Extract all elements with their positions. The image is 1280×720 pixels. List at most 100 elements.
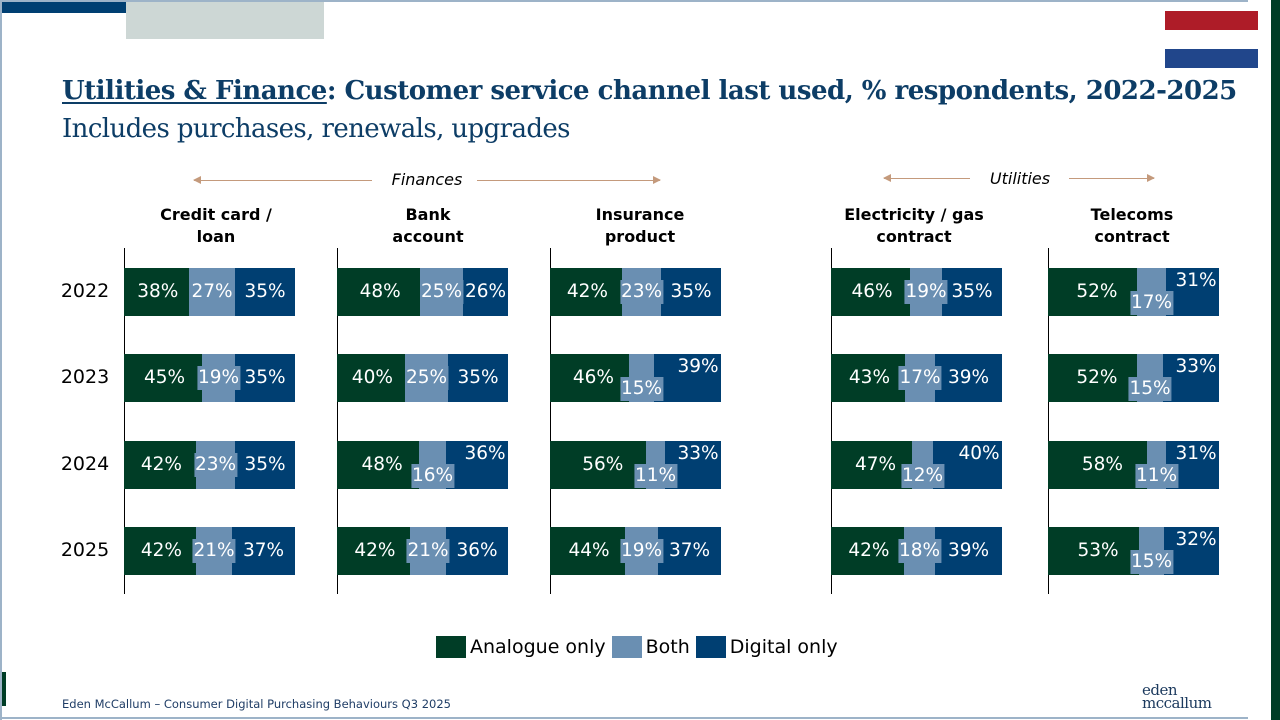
- data-label-digital: 39%: [947, 367, 990, 388]
- data-label-both: 19%: [619, 539, 664, 563]
- data-label-both: 15%: [619, 377, 664, 401]
- legend-item-analogue: Analogue only: [436, 636, 606, 658]
- logo-line2: mccallum: [1142, 694, 1212, 712]
- panel-header-insurance: Insurance product: [550, 204, 730, 248]
- bar-segment-digital: [942, 268, 1002, 316]
- year-label: 2024: [60, 453, 110, 475]
- panel-header-line1: Insurance: [595, 205, 685, 224]
- data-label-analogue: 46%: [851, 281, 893, 302]
- data-label-analogue: 45%: [143, 367, 186, 388]
- title-underlined: Utilities & Finance: [62, 76, 327, 106]
- year-label: 2023: [60, 366, 110, 388]
- panel-header-bank-account: Bank account: [338, 204, 518, 248]
- data-label-analogue: 43%: [848, 367, 891, 388]
- page-subtitle: Includes purchases, renewals, upgrades: [62, 114, 571, 144]
- data-label-both: 11%: [633, 464, 678, 488]
- bar-segment-digital: [463, 268, 508, 316]
- data-label-both: 15%: [1128, 377, 1172, 401]
- stacked-bar: 46% 15% 39%: [550, 354, 721, 402]
- data-label-analogue: 56%: [582, 454, 624, 475]
- data-label-digital: 39%: [947, 540, 990, 561]
- data-label-both: 17%: [898, 366, 942, 390]
- data-label-both: 18%: [897, 539, 942, 563]
- data-label-digital: 26%: [464, 281, 507, 302]
- data-label-both: 11%: [1134, 464, 1179, 488]
- data-label-both: 21%: [192, 539, 236, 563]
- bar-segment-digital: [232, 527, 295, 575]
- panel-header-line2: contract: [1094, 227, 1170, 246]
- bar-segment-digital: [935, 527, 1002, 575]
- data-label-both: 23%: [193, 453, 238, 477]
- frame-border-bottom: [0, 717, 1248, 719]
- data-label-digital: 33%: [677, 443, 719, 464]
- data-label-digital: 35%: [670, 281, 712, 302]
- group-label-utilities: Utilities: [989, 169, 1051, 188]
- stacked-bar: 52% 15% 33%: [1048, 354, 1219, 402]
- stacked-bar: 48% 16% 36%: [337, 441, 508, 489]
- legend-swatch-analogue: [436, 636, 466, 658]
- bar-segment-analogue: [550, 268, 622, 316]
- data-label-analogue: 48%: [359, 281, 401, 302]
- data-label-digital: 37%: [668, 540, 711, 561]
- data-label-analogue: 40%: [351, 367, 393, 388]
- data-label-both: 12%: [900, 464, 945, 488]
- bar-segment-analogue: [337, 268, 420, 316]
- page-title: Utilities & Finance: Customer service ch…: [62, 76, 1237, 106]
- bar-segment-digital: [661, 268, 721, 316]
- bar-segment-digital: [446, 527, 508, 575]
- panel-axis-line: [831, 248, 832, 594]
- legend-label: Both: [645, 636, 690, 658]
- bar-segment-analogue: [124, 268, 189, 316]
- stacked-bar: 45% 19% 35%: [124, 354, 295, 402]
- stacked-bar: 42% 23% 35%: [550, 268, 721, 316]
- data-label-digital: 37%: [242, 540, 285, 561]
- stacked-bar: 52% 17% 31%: [1048, 268, 1219, 316]
- data-label-analogue: 48%: [361, 454, 403, 475]
- bar-segment-analogue: [831, 268, 910, 316]
- data-label-digital: 35%: [951, 281, 993, 302]
- data-label-digital: 31%: [1175, 270, 1217, 291]
- bar-segment-digital: [235, 268, 295, 316]
- bar-segment-digital: [935, 354, 1002, 402]
- data-label-both: 19%: [904, 280, 948, 304]
- data-label-both: 16%: [410, 464, 455, 488]
- panel-header-line2: contract: [876, 227, 952, 246]
- stacked-bar: 40% 25% 35%: [337, 354, 508, 402]
- stacked-bar: 42% 18% 39%: [831, 527, 1002, 575]
- legend-swatch-digital: [695, 636, 726, 658]
- panel-header-line1: Credit card /: [160, 205, 272, 224]
- panel-header-electricity-gas: Electricity / gas contract: [824, 204, 1004, 248]
- data-label-analogue: 46%: [572, 367, 614, 388]
- bar-segment-digital: [658, 527, 721, 575]
- finances-arrow-right: [477, 176, 661, 184]
- data-label-digital: 36%: [464, 443, 506, 464]
- panel-axis-line: [1048, 248, 1049, 594]
- data-label-analogue: 52%: [1076, 367, 1118, 388]
- legend: Analogue only Both Digital only: [436, 636, 844, 658]
- bar-segment-digital: [235, 354, 295, 402]
- panel-header-credit-card: Credit card / loan: [126, 204, 306, 248]
- panel-header-line2: account: [392, 227, 464, 246]
- data-label-both: 19%: [196, 366, 241, 390]
- year-label: 2022: [60, 280, 110, 302]
- data-label-digital: 36%: [456, 540, 498, 561]
- bar-segment-analogue: [831, 354, 905, 402]
- data-label-analogue: 53%: [1077, 540, 1119, 561]
- data-label-both: 27%: [190, 280, 234, 304]
- data-label-both: 25%: [404, 366, 449, 390]
- bar-segment-analogue: [1048, 441, 1147, 489]
- bar-segment-digital: [654, 354, 721, 402]
- utilities-arrow-left: [883, 174, 970, 182]
- bar-segment-analogue: [337, 527, 410, 575]
- data-label-analogue: 38%: [137, 281, 179, 302]
- data-label-both: 23%: [619, 280, 664, 304]
- stacked-bar: 47% 12% 40%: [831, 441, 1002, 489]
- data-label-digital: 40%: [958, 443, 1000, 464]
- bar-segment-digital: [933, 441, 1002, 489]
- bar-segment-analogue: [550, 354, 629, 402]
- panel-axis-line: [124, 248, 125, 594]
- panel-axis-line: [337, 248, 338, 594]
- logo-line1: eden: [1142, 681, 1178, 699]
- data-label-digital: 35%: [244, 281, 286, 302]
- frame-border-left: [0, 0, 2, 720]
